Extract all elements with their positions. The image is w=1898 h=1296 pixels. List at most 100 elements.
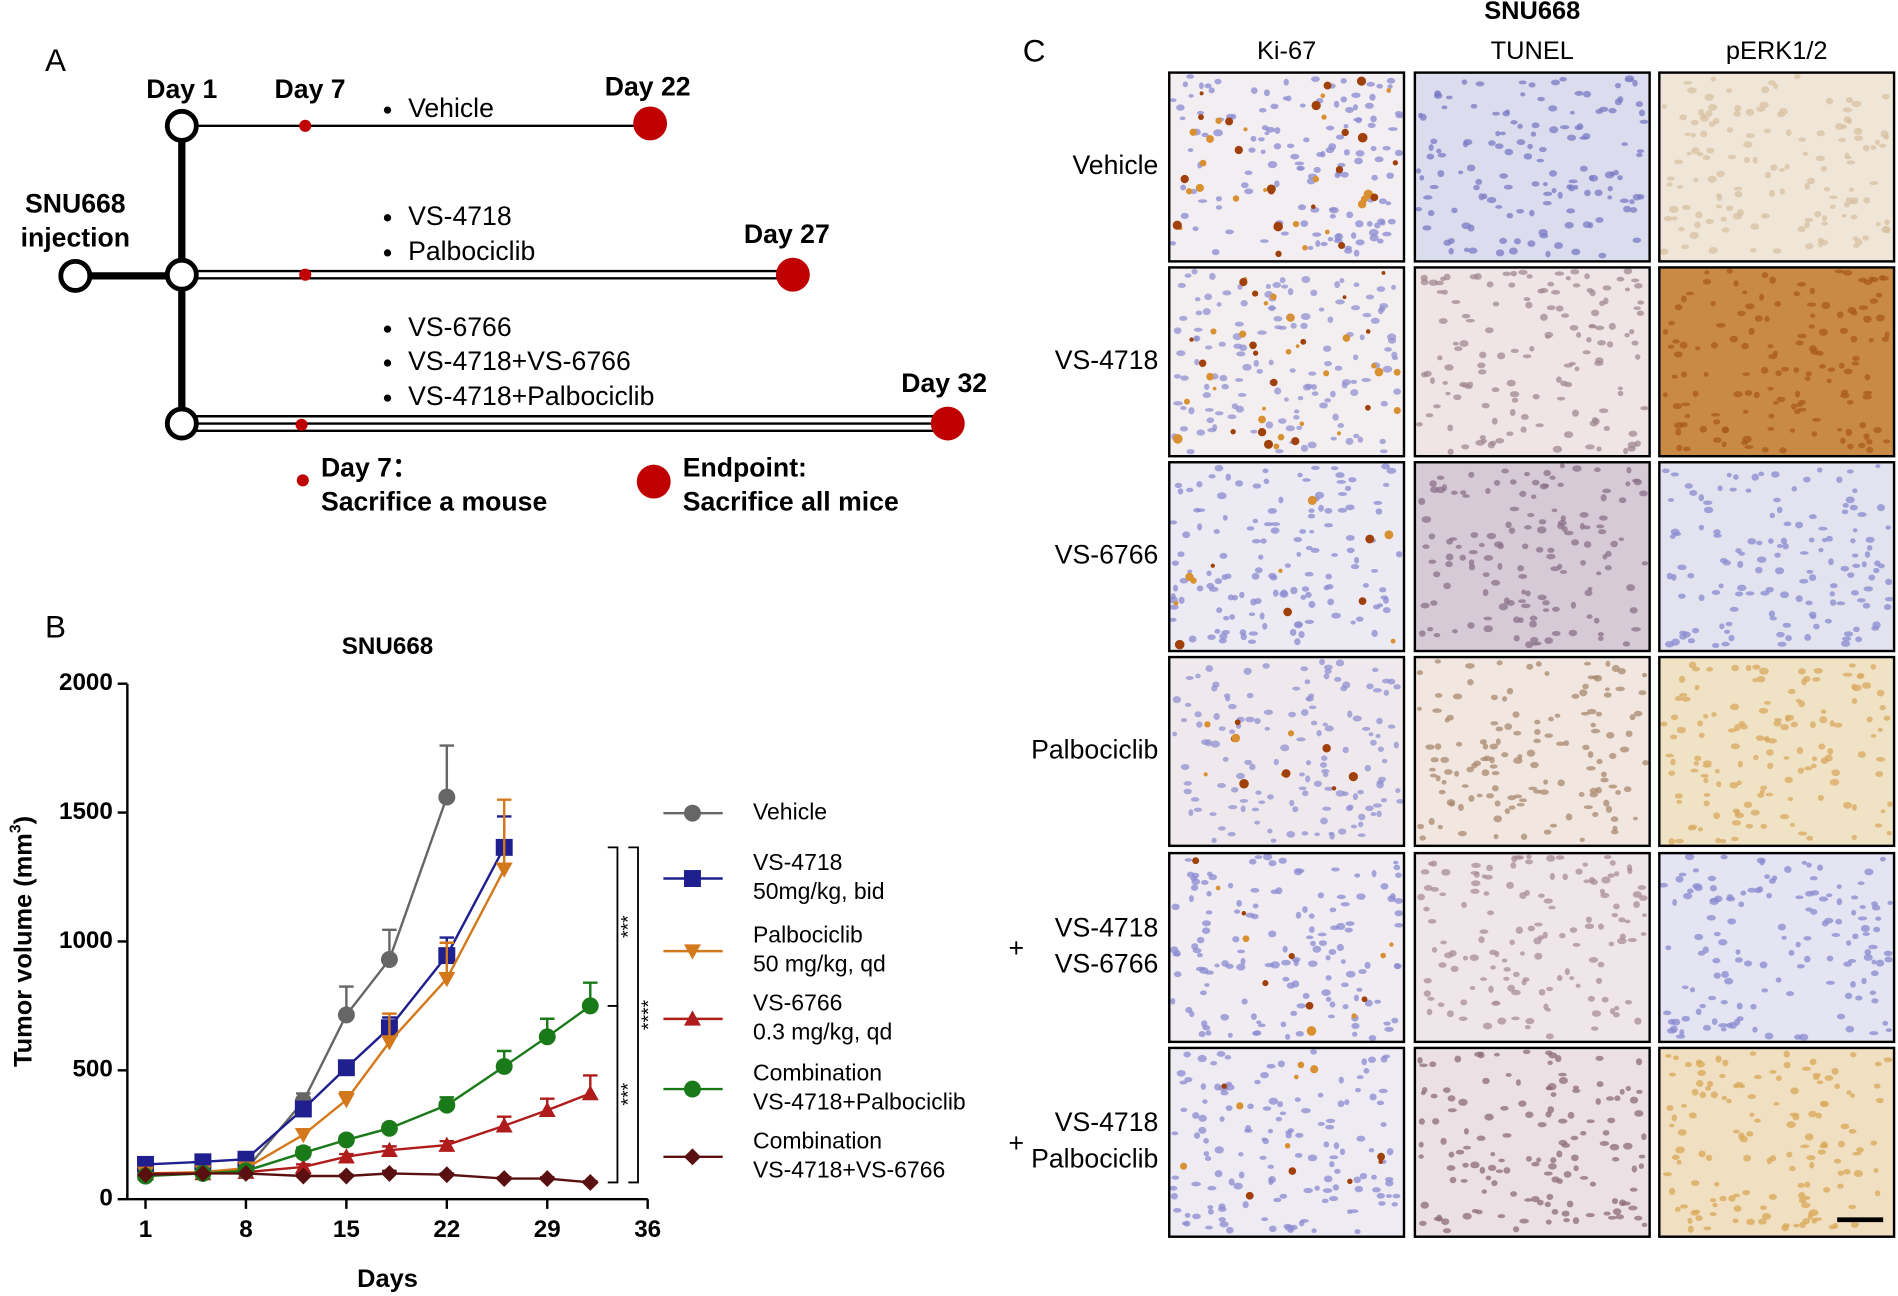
nucleus (1305, 545, 1313, 551)
nucleus (1576, 123, 1584, 130)
sample-dot (299, 119, 312, 132)
nucleus (1428, 144, 1434, 152)
nucleus (1624, 999, 1632, 1005)
positive-nucleus (1215, 885, 1221, 891)
nucleus (1495, 130, 1501, 137)
nucleus (1674, 696, 1683, 701)
nucleus (1586, 766, 1596, 771)
nucleus (1677, 1129, 1687, 1136)
nucleus (1554, 713, 1561, 718)
nucleus (1268, 1176, 1276, 1184)
nucleus (1345, 504, 1355, 511)
nucleus (1804, 1133, 1814, 1141)
nucleus (1214, 628, 1221, 634)
nucleus (1311, 384, 1317, 390)
nucleus (1221, 574, 1228, 581)
nucleus (1346, 547, 1355, 554)
nucleus (1324, 725, 1334, 732)
nucleus (1286, 982, 1295, 989)
nucleus (1309, 926, 1315, 933)
nucleus (1856, 673, 1864, 680)
nucleus (1669, 1123, 1675, 1128)
nucleus (1351, 92, 1361, 98)
positive-nucleus (1215, 117, 1222, 124)
nucleus (1625, 730, 1633, 738)
nucleus (1868, 574, 1876, 581)
nucleus (1628, 430, 1638, 437)
nucleus (1466, 766, 1475, 773)
nucleus (1759, 858, 1765, 866)
nucleus (1335, 299, 1345, 305)
nucleus (1429, 773, 1438, 778)
nucleus (1840, 1123, 1850, 1130)
nucleus (1714, 768, 1720, 774)
nucleus (1614, 871, 1620, 877)
nucleus (1638, 1163, 1644, 1170)
marker (438, 788, 456, 806)
nucleus (1695, 1008, 1702, 1016)
nucleus (1779, 814, 1790, 820)
nucleus (1785, 129, 1792, 137)
nucleus (1305, 591, 1312, 598)
nucleus (1520, 833, 1528, 840)
nucleus (1864, 949, 1872, 956)
column-label: TUNEL (1491, 37, 1574, 65)
nucleus (1769, 616, 1778, 621)
nucleus (1826, 893, 1833, 898)
nucleus (1352, 715, 1362, 722)
nucleus (1833, 1158, 1842, 1164)
nucleus (1739, 1084, 1746, 1089)
positive-nucleus (1230, 428, 1236, 435)
nucleus (1469, 954, 1479, 961)
nucleus (1334, 676, 1342, 682)
nucleus (1639, 490, 1648, 497)
nucleus (1603, 799, 1610, 807)
nucleus (1290, 1010, 1298, 1016)
nucleus (1833, 722, 1843, 728)
nucleus (1487, 910, 1495, 916)
nucleus (1457, 803, 1464, 812)
nucleus (1795, 402, 1803, 408)
nucleus (1494, 800, 1501, 807)
nucleus (1345, 535, 1355, 541)
legend-marker (683, 804, 701, 822)
nucleus (1851, 553, 1859, 558)
nucleus (1579, 837, 1585, 842)
nucleus (1190, 797, 1200, 802)
nucleus (1254, 1079, 1261, 1085)
nucleus (1808, 1110, 1817, 1118)
nucleus (1672, 532, 1682, 537)
nucleus (1803, 936, 1812, 941)
nucleus (1506, 881, 1515, 889)
nucleus (1846, 940, 1852, 946)
nucleus (1781, 366, 1790, 372)
nucleus (1700, 773, 1709, 778)
nucleus (1336, 480, 1347, 484)
nucleus (1857, 512, 1867, 517)
micrograph-bg (1169, 462, 1404, 652)
nucleus (1294, 1152, 1303, 1158)
nucleus (1488, 985, 1494, 993)
nucleus (1501, 752, 1509, 758)
nucleus (1495, 249, 1505, 257)
nucleus (1484, 1113, 1494, 1121)
positive-nucleus (1273, 221, 1283, 232)
nucleus (1759, 293, 1765, 301)
nucleus (1470, 880, 1481, 887)
nucleus (1806, 835, 1814, 841)
nucleus (1790, 1087, 1799, 1095)
nucleus (1675, 875, 1684, 883)
nucleus (1698, 524, 1705, 531)
positive-nucleus (1242, 935, 1250, 943)
nucleus (1339, 278, 1345, 284)
nucleus (1531, 479, 1540, 486)
nucleus (1327, 1014, 1335, 1019)
y-axis-label: Tumor volume (mm3) (7, 816, 37, 1067)
nucleus (1666, 182, 1673, 187)
nucleus (1441, 868, 1451, 876)
nucleus (1492, 1000, 1500, 1005)
nucleus (1454, 1055, 1462, 1063)
nucleus (1711, 412, 1721, 417)
nucleus (1380, 400, 1388, 407)
series-line (145, 796, 448, 1178)
